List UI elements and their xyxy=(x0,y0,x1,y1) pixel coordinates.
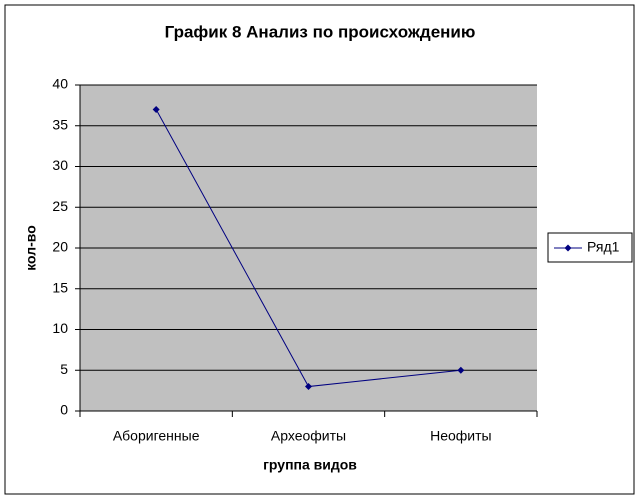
y-axis-title: кол-во xyxy=(23,225,39,271)
y-tick-label: 10 xyxy=(52,320,68,336)
y-tick-label: 20 xyxy=(52,239,68,255)
x-tick-label: Археофиты xyxy=(271,428,346,444)
y-tick-label: 40 xyxy=(52,76,68,92)
chart-title: График 8 Анализ по происхождению xyxy=(165,22,476,41)
point-marker xyxy=(457,366,465,374)
point-marker xyxy=(152,105,160,113)
x-tick-label: Неофиты xyxy=(430,428,492,444)
y-tick-label: 25 xyxy=(52,198,68,214)
y-tick-label: 35 xyxy=(52,116,68,132)
y-tick-label: 15 xyxy=(52,279,68,295)
legend-label: Ряд1 xyxy=(587,239,620,255)
x-tick-label: Аборигенные xyxy=(113,428,200,444)
y-tick-label: 0 xyxy=(60,402,68,418)
x-axis-title: группа видов xyxy=(263,457,357,473)
legend-marker xyxy=(564,244,572,252)
point-marker xyxy=(305,383,312,391)
y-tick-label: 30 xyxy=(52,157,68,173)
y-tick-label: 5 xyxy=(60,361,68,377)
